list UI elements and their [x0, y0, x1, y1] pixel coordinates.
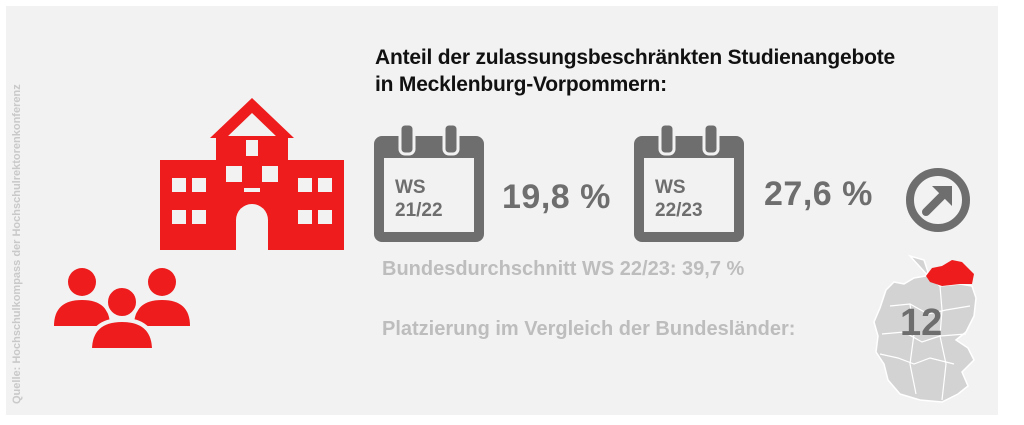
calendar-icon — [374, 122, 484, 242]
ranking-value: 12 — [900, 302, 943, 344]
calendar-label-term-1: 21/22 — [395, 200, 443, 221]
share-value-ws2223: 27,6 % — [764, 175, 873, 213]
calendar-label-term-2: 22/23 — [655, 200, 703, 221]
source-note: Quelle: Hochschulkompass der Hochschulre… — [11, 84, 23, 404]
calendar-label-ws-2: WS — [655, 177, 686, 198]
people-group-icon — [54, 268, 190, 350]
calendar-label-ws-1: WS — [395, 177, 426, 198]
title-line-1: Anteil der zulassungsbeschränkten Studie… — [375, 46, 895, 69]
title-line-2: in Mecklenburg-Vorpommern: — [375, 73, 667, 96]
share-value-ws2122: 19,8 % — [502, 178, 611, 216]
main-title: Anteil der zulassungsbeschränkten Studie… — [375, 44, 975, 98]
ranking-label: Platzierung im Vergleich der Bundeslände… — [382, 318, 796, 340]
trend-up-arrow-icon — [906, 168, 970, 232]
university-building-icon — [160, 98, 344, 250]
calendar-icon — [634, 122, 744, 242]
federal-average: Bundesdurchschnitt WS 22/23: 39,7 % — [382, 258, 745, 280]
germany-map-icon — [873, 254, 977, 403]
